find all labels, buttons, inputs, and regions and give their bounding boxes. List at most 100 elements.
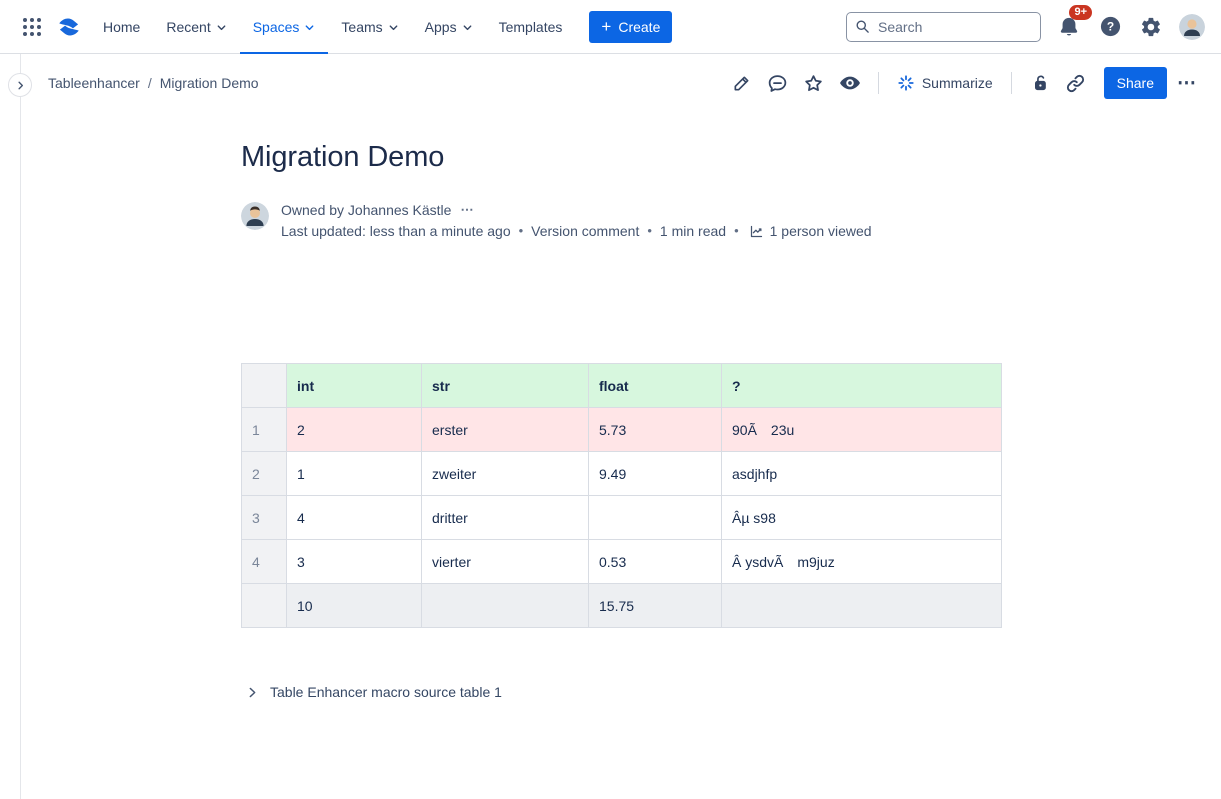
nav-label: Home <box>103 18 141 35</box>
watch-eye-icon[interactable] <box>834 67 866 99</box>
search-input[interactable] <box>876 17 1032 36</box>
version-comment-link[interactable]: Version comment <box>531 223 640 239</box>
last-updated-text[interactable]: Last updated: less than a minute ago <box>281 223 511 239</box>
table-cell[interactable]: 4 <box>286 495 422 540</box>
table-cell[interactable]: 2 <box>286 407 422 452</box>
owner-avatar[interactable] <box>241 202 269 230</box>
ai-sparkle-icon <box>897 74 915 92</box>
table-header-row: int str float ? <box>241 363 1002 408</box>
nav-item-teams[interactable]: Teams <box>328 0 411 54</box>
confluence-logo-icon[interactable] <box>56 14 82 40</box>
table-cell[interactable]: asdjhfp <box>721 451 1002 496</box>
column-header[interactable]: ? <box>721 363 1002 408</box>
nav-label: Templates <box>498 18 563 35</box>
breadcrumb: Tableenhancer / Migration Demo <box>48 75 259 91</box>
search-icon <box>855 19 870 34</box>
share-button[interactable]: Share <box>1103 67 1167 99</box>
row-number: 3 <box>241 495 287 540</box>
comments-icon[interactable] <box>762 67 794 99</box>
column-header[interactable]: int <box>286 363 422 408</box>
views-count-link[interactable]: 1 person viewed <box>769 223 872 239</box>
table-cell[interactable]: 10 <box>286 583 422 628</box>
table-cell[interactable] <box>588 495 722 540</box>
create-button[interactable]: + Create <box>589 10 673 43</box>
table-row: 2 1 zweiter 9.49 asdjhfp <box>241 451 1002 496</box>
table-cell[interactable]: 3 <box>286 539 422 584</box>
nav-label: Teams <box>341 18 383 35</box>
nav-item-recent[interactable]: Recent <box>153 0 239 54</box>
table-row: 1 2 erster 5.73 90Ã 23u <box>241 407 1002 452</box>
owner-more-icon[interactable]: ⋯ <box>460 202 475 217</box>
table-cell[interactable]: zweiter <box>421 451 589 496</box>
more-actions-icon[interactable]: ⋯ <box>1171 67 1203 99</box>
row-number <box>241 583 287 628</box>
nav-item-home[interactable]: Home <box>90 0 153 54</box>
nav-label: Apps <box>424 18 457 35</box>
table-cell[interactable] <box>421 583 589 628</box>
table-footer-row: 10 15.75 <box>241 583 1002 628</box>
settings-gear-icon[interactable] <box>1138 14 1164 40</box>
row-number-header <box>241 363 287 408</box>
topbar-right-group: 9+ ? <box>846 4 1205 42</box>
owned-by-text[interactable]: Owned by Johannes Kästle <box>281 202 452 218</box>
chevron-right-icon <box>246 686 259 699</box>
page-header-bar: Tableenhancer / Migration Demo Summarize <box>0 54 1221 112</box>
column-header[interactable]: str <box>421 363 589 408</box>
nav-item-spaces[interactable]: Spaces <box>239 0 329 54</box>
row-number: 2 <box>241 451 287 496</box>
star-icon[interactable] <box>798 67 830 99</box>
divider <box>877 72 879 94</box>
notification-count-badge: 9+ <box>1069 4 1092 20</box>
table-row: 3 4 dritter Âµ s98 <box>241 495 1002 540</box>
notifications-bell-icon[interactable]: 9+ <box>1056 4 1092 40</box>
byline: Owned by Johannes Kästle ⋯ Last updated:… <box>241 200 1001 241</box>
table-cell[interactable]: dritter <box>421 495 589 540</box>
table-cell[interactable]: 5.73 <box>588 407 722 452</box>
help-icon[interactable]: ? <box>1097 14 1123 40</box>
nav-item-apps[interactable]: Apps <box>412 0 486 54</box>
table-cell[interactable]: 1 <box>286 451 422 496</box>
nav-item-templates[interactable]: Templates <box>486 0 576 54</box>
page-content: Migration Demo Owned by Johannes Kästle … <box>241 138 1002 700</box>
chevron-down-icon <box>388 22 399 33</box>
expander-label: Table Enhancer macro source table 1 <box>270 684 502 700</box>
chevron-down-icon <box>304 22 315 33</box>
search-box[interactable] <box>846 11 1041 42</box>
table-cell[interactable]: Â ysdvÃ m9juz <box>721 539 1002 584</box>
table-row: 4 3 vierter 0.53 Â ysdvÃ m9juz <box>241 539 1002 584</box>
breadcrumb-space-link[interactable]: Tableenhancer <box>48 75 140 91</box>
breadcrumb-separator: / <box>147 75 152 91</box>
edit-pencil-icon[interactable] <box>726 67 758 99</box>
user-avatar[interactable] <box>1179 13 1205 40</box>
breadcrumb-page-link[interactable]: Migration Demo <box>159 75 259 91</box>
plus-icon: + <box>601 16 612 36</box>
row-number: 1 <box>241 407 287 452</box>
table-cell[interactable] <box>721 583 1002 628</box>
dot-separator: • <box>518 223 524 238</box>
table-cell[interactable]: 90Ã 23u <box>721 407 1002 452</box>
row-number: 4 <box>241 539 287 584</box>
restrictions-unlock-icon[interactable] <box>1024 67 1056 99</box>
app-switcher-icon[interactable] <box>20 15 44 39</box>
table-cell[interactable]: vierter <box>421 539 589 584</box>
column-header[interactable]: float <box>588 363 722 408</box>
nav-label: Recent <box>166 18 211 35</box>
sidebar-divider <box>20 54 21 799</box>
summarize-button[interactable]: Summarize <box>891 67 999 99</box>
nav-label: Spaces <box>252 18 300 35</box>
table-cell[interactable]: erster <box>421 407 589 452</box>
create-label: Create <box>618 18 661 35</box>
dot-separator: • <box>647 223 652 238</box>
copy-link-icon[interactable] <box>1060 67 1092 99</box>
table-cell[interactable]: 0.53 <box>588 539 722 584</box>
divider <box>1010 72 1012 94</box>
analytics-chart-icon <box>749 224 764 239</box>
table-cell[interactable]: 15.75 <box>588 583 722 628</box>
expand-sidebar-button[interactable] <box>8 73 32 97</box>
table-cell[interactable]: Âµ s98 <box>721 495 1002 540</box>
top-navigation-bar: Home Recent Spaces Teams Apps Templates … <box>0 0 1221 54</box>
data-table: int str float ? 1 2 erster 5.73 90Ã 23u … <box>241 363 1002 628</box>
expand-macro-source[interactable]: Table Enhancer macro source table 1 <box>241 684 1001 700</box>
page-actions: Summarize Share ⋯ <box>726 67 1203 99</box>
table-cell[interactable]: 9.49 <box>588 451 722 496</box>
